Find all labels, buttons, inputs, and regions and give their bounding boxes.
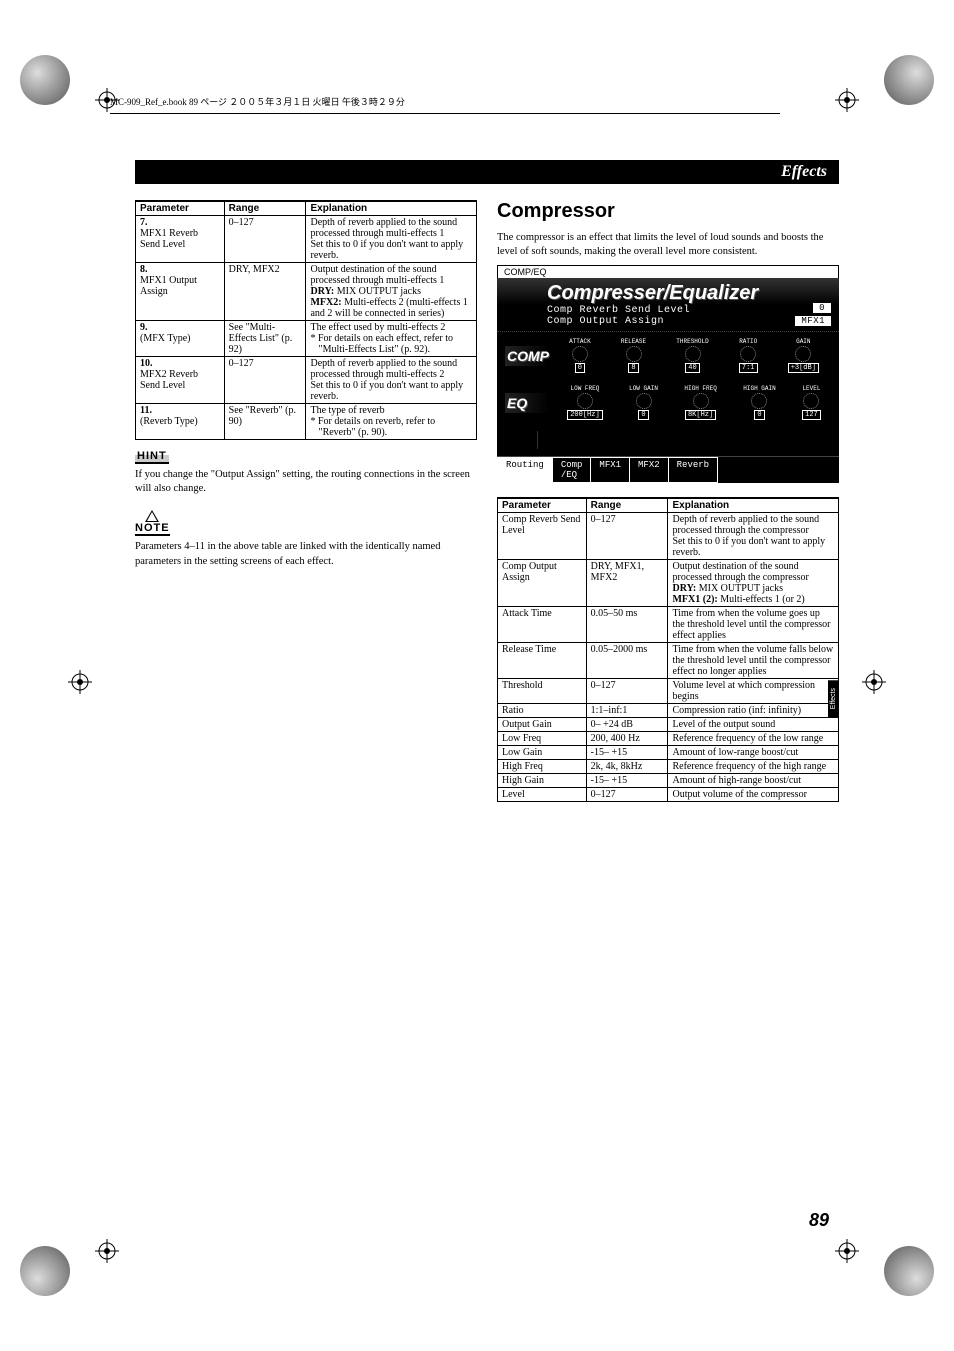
hint-text: If you change the "Output Assign" settin… bbox=[135, 468, 477, 496]
lcd-tab: MFX2 bbox=[629, 457, 669, 483]
eq-label: EQ bbox=[505, 393, 549, 413]
print-corner-tl bbox=[20, 55, 70, 105]
knob: GAIN+3[dB] bbox=[788, 338, 819, 373]
print-corner-bl bbox=[20, 1246, 70, 1296]
left-param-table: Parameter Range Explanation 7.MFX1 Rever… bbox=[135, 200, 477, 440]
table-row: Comp Reverb Send Level0–127Depth of reve… bbox=[498, 513, 839, 560]
hint-icon: HINT bbox=[135, 450, 169, 464]
knob: THRESHOLD40 bbox=[676, 338, 708, 373]
lcd-comp-section: COMP ATTACK0 RELEASE8 THRESHOLD40 RATIO7:1 G… bbox=[497, 332, 839, 379]
print-corner-br bbox=[884, 1246, 934, 1296]
th-parameter: Parameter bbox=[498, 498, 587, 513]
book-info: MC-909_Ref_e.book 89 ページ ２００５年３月１日 火曜日 午… bbox=[110, 95, 405, 108]
table-row: Comp Output AssignDRY, MFX1, MFX2Output … bbox=[498, 560, 839, 607]
knob: HIGH GAIN0 bbox=[743, 385, 775, 420]
print-corner-tr bbox=[884, 55, 934, 105]
th-explanation: Explanation bbox=[668, 498, 839, 513]
page-header: Effects bbox=[135, 160, 839, 184]
lcd-eq-section: EQ LOW FREQ200[Hz] LOW GAIN0 HIGH FREQ8K[H… bbox=[497, 379, 839, 426]
lcd-tab: MFX1 bbox=[590, 457, 630, 483]
th-range: Range bbox=[224, 201, 306, 216]
knob: LEVEL127 bbox=[802, 385, 821, 420]
registration-mark bbox=[862, 670, 886, 694]
table-row: 9.(MFX Type)See "Multi-Effects List" (p.… bbox=[136, 321, 477, 357]
lcd-sub2: Comp Output Assign bbox=[547, 316, 664, 327]
left-column: Parameter Range Explanation 7.MFX1 Rever… bbox=[135, 200, 477, 802]
lcd-val2: MFX1 bbox=[795, 316, 831, 326]
comp-label: COMP bbox=[505, 346, 549, 366]
lcd-tab: Routing bbox=[497, 457, 553, 483]
table-row: 10.MFX2 Reverb Send Level0–127Depth of r… bbox=[136, 357, 477, 404]
lcd-tab: Comp/EQ bbox=[552, 457, 592, 483]
registration-mark bbox=[835, 1239, 859, 1263]
knob: HIGH FREQ8K[Hz] bbox=[684, 385, 716, 420]
table-row: 7.MFX1 Reverb Send Level0–127Depth of re… bbox=[136, 216, 477, 263]
lcd-val1: 0 bbox=[813, 303, 831, 313]
table-row: Attack Time0.05–50 msTime from when the … bbox=[498, 607, 839, 643]
lcd-top-label: COMP/EQ bbox=[497, 265, 839, 278]
registration-mark bbox=[95, 1239, 119, 1263]
table-row: High Gain-15– +15Amount of high-range bo… bbox=[498, 774, 839, 788]
table-row: 11.(Reverb Type)See "Reverb" (p. 90)The … bbox=[136, 404, 477, 440]
lcd-title: Compresser/Equalizer bbox=[497, 278, 839, 305]
right-column: Compressor The compressor is an effect t… bbox=[497, 200, 839, 802]
table-row: Level0–127Output volume of the compresso… bbox=[498, 788, 839, 802]
print-meta: MC-909_Ref_e.book 89 ページ ２００５年３月１日 火曜日 午… bbox=[110, 95, 405, 108]
registration-mark bbox=[68, 670, 92, 694]
note-text: Parameters 4–11 in the above table are l… bbox=[135, 540, 477, 568]
table-row: Ratio1:1–inf:1Compression ratio (inf: in… bbox=[498, 704, 839, 718]
th-explanation: Explanation bbox=[306, 201, 477, 216]
knob: LOW GAIN0 bbox=[629, 385, 658, 420]
section-title: Compressor bbox=[497, 200, 839, 223]
table-row: Low Gain-15– +15Amount of low-range boos… bbox=[498, 746, 839, 760]
table-row: 8.MFX1 Output AssignDRY, MFX2Output dest… bbox=[136, 263, 477, 321]
registration-mark bbox=[835, 88, 859, 112]
intro-text: The compressor is an effect that limits … bbox=[497, 231, 839, 259]
lcd-sub1: Comp Reverb Send Level bbox=[547, 305, 690, 316]
lcd-empty bbox=[497, 426, 839, 456]
knob: RATIO7:1 bbox=[739, 338, 758, 373]
table-row: High Freq2k, 4k, 8kHzReference frequency… bbox=[498, 760, 839, 774]
right-param-table: Parameter Range Explanation Comp Reverb … bbox=[497, 497, 839, 802]
knob: ATTACK0 bbox=[569, 338, 591, 373]
table-row: Threshold0–127Volume level at which comp… bbox=[498, 679, 839, 704]
th-range: Range bbox=[586, 498, 668, 513]
knob: LOW FREQ200[Hz] bbox=[567, 385, 602, 420]
lcd-tab: Reverb bbox=[668, 457, 718, 483]
lcd-sub: Comp Reverb Send Level Comp Output Assig… bbox=[497, 305, 839, 332]
header-title: Effects bbox=[781, 163, 827, 180]
knob: RELEASE8 bbox=[621, 338, 646, 373]
lcd-tabs: RoutingComp/EQMFX1MFX2Reverb bbox=[497, 456, 839, 483]
note-icon: NOTE bbox=[135, 512, 170, 536]
table-row: Output Gain0– +24 dBLevel of the output … bbox=[498, 718, 839, 732]
page-number: 89 bbox=[809, 1210, 829, 1231]
side-tab: Effects bbox=[828, 680, 839, 717]
table-row: Low Freq200, 400 HzReference frequency o… bbox=[498, 732, 839, 746]
table-row: Release Time0.05–2000 msTime from when t… bbox=[498, 643, 839, 679]
lcd-screenshot: COMP/EQ Compresser/Equalizer Comp Reverb… bbox=[497, 265, 839, 483]
th-parameter: Parameter bbox=[136, 201, 225, 216]
